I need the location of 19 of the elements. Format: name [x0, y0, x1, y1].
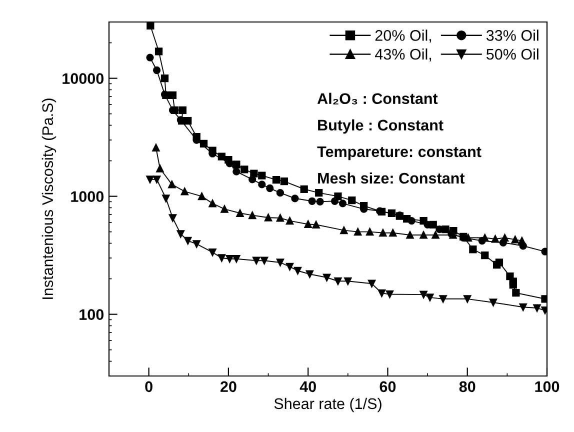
x-tick-label: 60: [380, 381, 396, 392]
annotation: Tempareture: constant: [317, 146, 482, 160]
annotation: Al₂O₃ : Constant: [317, 92, 438, 104]
x-axis-title: Shear rate (1/S): [274, 398, 382, 412]
x-tick-label: 0: [145, 381, 152, 392]
legend-label: 50% Oil: [486, 48, 538, 60]
legend-label: 43% Oil,: [375, 48, 432, 62]
x-tick-label: 100: [535, 381, 560, 392]
x-tick-label: 40: [300, 381, 316, 392]
y-tick-label: 100: [80, 309, 104, 320]
legend-label: 33% Oil: [486, 30, 538, 41]
legend-label: 20% Oil,: [375, 30, 432, 43]
x-tick-label: 20: [220, 381, 236, 392]
annotation: Mesh size: Constant: [318, 172, 465, 184]
y-tick-label: 1000: [71, 191, 104, 202]
y-tick-label: 10000: [62, 73, 104, 84]
x-tick-label: 80: [459, 381, 476, 392]
annotation: Butyle : Constant: [318, 119, 444, 134]
y-axis-title: Instantenious Viscosity (Pa.S): [42, 98, 56, 299]
